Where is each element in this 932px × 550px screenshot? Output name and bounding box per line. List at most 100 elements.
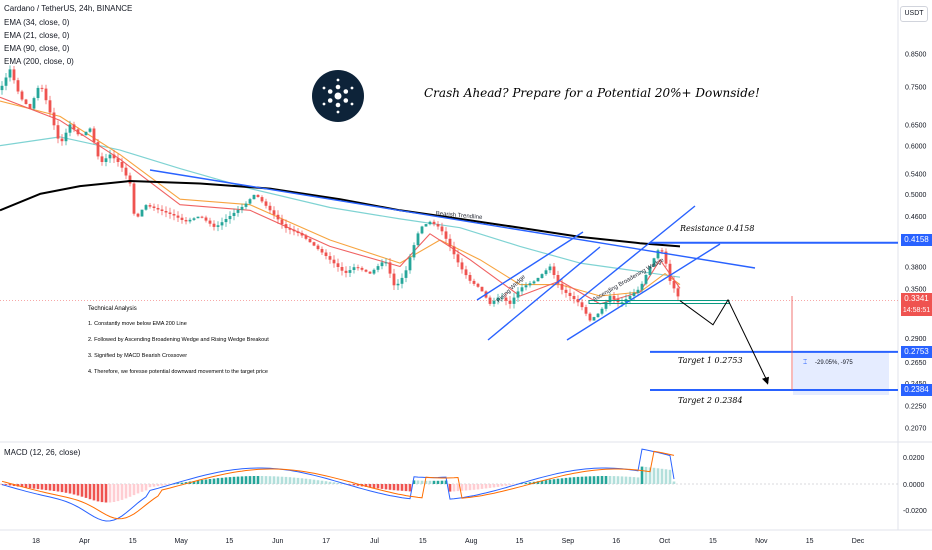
candle-body: [400, 277, 404, 284]
macd-histogram-bar: [36, 484, 40, 490]
candle-body: [332, 259, 336, 264]
macd-histogram-bar: [312, 479, 316, 484]
candle-body: [352, 267, 356, 270]
candle: [432, 219, 436, 227]
candle-body: [200, 216, 204, 218]
target1-price-box: 0.2753: [901, 346, 932, 358]
macd-histogram-bar: [408, 484, 412, 492]
macd-histogram-bar: [404, 484, 408, 492]
candle: [112, 149, 116, 163]
candle: [320, 246, 324, 255]
candle-body: [436, 224, 440, 227]
candle-body: [660, 250, 664, 252]
candle: [204, 215, 208, 223]
candle-body: [408, 257, 412, 271]
candle: [396, 279, 400, 290]
macd-histogram-bar: [224, 477, 228, 484]
candle: [168, 207, 172, 219]
macd-histogram-bar: [584, 476, 588, 484]
candle: [296, 228, 300, 237]
candle: [368, 271, 372, 274]
candle: [212, 220, 216, 231]
candle: [324, 249, 328, 260]
macd-histogram-bar: [572, 477, 576, 484]
candle: [636, 286, 640, 297]
candle: [412, 242, 416, 261]
candle: [512, 292, 516, 309]
candle-body: [84, 131, 88, 136]
candle: [152, 203, 156, 211]
macd-histogram-bar: [136, 484, 140, 494]
candle: [452, 241, 456, 259]
candle: [380, 259, 384, 270]
macd-histogram-bar: [268, 476, 272, 484]
candle: [464, 265, 468, 279]
candle: [628, 291, 632, 304]
candle: [104, 153, 108, 167]
target2-price-box: 0.2384: [901, 384, 932, 396]
macd-histogram-bar: [208, 479, 212, 484]
macd-histogram-bar: [672, 481, 676, 484]
candle-body: [472, 280, 476, 284]
macd-histogram-bar: [272, 476, 276, 484]
candle: [72, 121, 76, 133]
candle-body: [128, 175, 132, 184]
currency-badge[interactable]: USDT: [900, 6, 928, 22]
candle-body: [8, 69, 12, 78]
macd-histogram-bar: [576, 476, 580, 484]
rising-wedge-lower: [487, 246, 601, 341]
macd-histogram-bar: [120, 484, 124, 500]
candle: [268, 202, 272, 214]
macd-histogram-bar: [304, 478, 308, 484]
candle: [652, 257, 656, 267]
candle-body: [640, 283, 644, 290]
ema200-legend: EMA (200, close, 0): [4, 57, 74, 66]
candle: [100, 152, 104, 166]
candle: [516, 287, 520, 302]
candle-body: [64, 132, 68, 142]
candle-body: [416, 233, 420, 246]
macd-histogram-bar: [100, 484, 104, 503]
macd-histogram-bar: [72, 484, 76, 495]
candle: [364, 269, 368, 273]
candle: [308, 238, 312, 243]
candle-body: [424, 224, 428, 227]
analysis-point: 3. Signified by MACD Bearish Crossover: [88, 353, 188, 359]
candle: [52, 107, 56, 130]
time-tick-label: Sep: [562, 538, 575, 545]
candle-body: [108, 154, 112, 159]
candle-body: [228, 216, 232, 220]
candle-body: [656, 250, 660, 259]
time-tick-label: 16: [612, 538, 620, 545]
candle: [128, 172, 132, 187]
time-tick-label: Apr: [79, 538, 91, 545]
candle: [196, 216, 200, 219]
projection-arrowhead: [762, 376, 769, 385]
macd-histogram-bar: [116, 484, 120, 502]
candle-body: [636, 289, 640, 293]
macd-histogram-bar: [264, 476, 268, 484]
macd-histogram-bar: [568, 477, 572, 484]
candle: [0, 81, 4, 95]
candle-body: [208, 220, 212, 224]
macd-histogram-bar: [636, 477, 640, 484]
candle: [500, 293, 504, 302]
candle: [444, 227, 448, 244]
candle: [496, 293, 500, 305]
candle-body: [560, 283, 564, 290]
candle-body: [652, 258, 656, 267]
candle: [200, 215, 204, 219]
candle-body: [284, 224, 288, 229]
candle: [240, 203, 244, 214]
macd-histogram-bar: [612, 476, 616, 484]
candle: [248, 197, 252, 205]
candle-body: [132, 183, 136, 214]
macd-histogram-bar: [8, 484, 12, 486]
time-tick-label: 17: [322, 538, 330, 545]
macd-histogram-bar: [508, 484, 512, 486]
candle-body: [100, 156, 104, 162]
candle: [68, 120, 72, 137]
macd-histogram-bar: [456, 484, 460, 492]
candle-body: [612, 296, 616, 300]
